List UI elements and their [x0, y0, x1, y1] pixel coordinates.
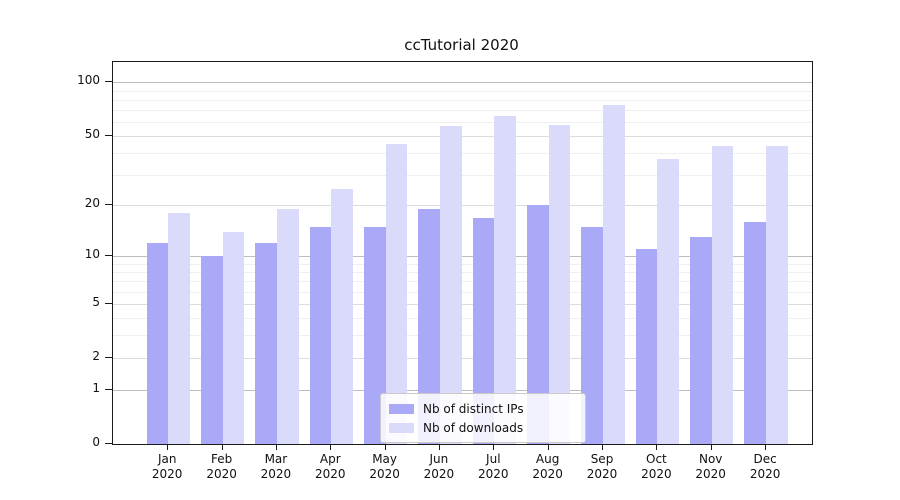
y-tick-label-2: 2 — [92, 348, 100, 363]
x-tick-label-may: May 2020 — [369, 452, 400, 481]
x-tick-label-jun: Jun 2020 — [423, 452, 455, 481]
x-tick-label-mar: Mar 2020 — [260, 452, 292, 481]
x-tick-apr — [330, 444, 332, 450]
chart-title: ccTutorial 2020 — [404, 36, 519, 54]
gridline-1 — [113, 389, 812, 391]
gridline-5 — [113, 303, 812, 305]
gridline-50 — [113, 135, 812, 137]
bar-nov-distinct-ips — [690, 237, 712, 444]
legend-label: Nb of distinct IPs — [423, 401, 524, 416]
bar-mar-distinct-ips — [255, 243, 277, 444]
y-tick-10 — [105, 255, 112, 257]
y-tick-50 — [105, 134, 112, 136]
bar-mar-downloads — [276, 209, 299, 444]
y-tick-0 — [105, 443, 112, 444]
y-tick-label-5: 5 — [92, 294, 100, 309]
plot-area: Nb of distinct IPs Nb of downloads — [112, 61, 813, 445]
gridline-minor-8 — [113, 271, 812, 273]
bar-nov-downloads — [711, 145, 734, 444]
bar-aug-distinct-ips — [526, 205, 549, 444]
y-tick-100 — [105, 81, 112, 83]
y-tick-label-10: 10 — [84, 247, 100, 262]
gridline-minor-30 — [113, 174, 812, 176]
y-tick-1 — [105, 388, 112, 390]
gridline-minor-6 — [113, 291, 812, 293]
x-tick-label-dec: Dec 2020 — [749, 452, 781, 481]
bar-jan-downloads — [168, 213, 190, 444]
legend-swatch-distinct-ips — [389, 403, 414, 414]
bar-aug-downloads — [548, 124, 571, 444]
x-tick-label-aug: Aug 2020 — [532, 452, 563, 481]
y-tick-label-50: 50 — [84, 126, 100, 141]
gridline-minor-3 — [113, 335, 812, 337]
y-tick-label-20: 20 — [84, 196, 100, 211]
x-tick-label-jul: Jul 2020 — [478, 452, 509, 481]
x-tick-label-nov: Nov 2020 — [695, 452, 726, 481]
x-tick-label-apr: Apr 2020 — [315, 452, 346, 481]
x-tick-label-feb: Feb 2020 — [206, 452, 237, 481]
gridline-minor-7 — [113, 281, 812, 283]
bar-jun-distinct-ips — [418, 209, 440, 444]
bar-dec-downloads — [766, 145, 788, 444]
bar-feb-downloads — [222, 231, 245, 444]
x-tick-aug — [547, 444, 549, 450]
gridline-10 — [113, 256, 812, 258]
x-tick-nov — [710, 444, 712, 450]
gridline-minor-80 — [113, 99, 812, 101]
x-tick-dec — [765, 444, 767, 450]
gridline-minor-9 — [113, 263, 812, 265]
bar-jun-downloads — [439, 125, 462, 444]
gridline-100 — [113, 82, 812, 84]
y-tick-label-100: 100 — [77, 73, 100, 88]
gridline-minor-70 — [113, 110, 812, 111]
y-tick-label-0: 0 — [92, 435, 100, 449]
bar-dec-distinct-ips — [744, 222, 767, 444]
x-tick-mar — [275, 444, 277, 450]
x-tick-label-oct: Oct 2020 — [641, 452, 672, 481]
x-tick-jun — [438, 444, 440, 450]
gridline-minor-60 — [113, 121, 812, 123]
gridline-minor-40 — [113, 153, 812, 154]
bar-sep-downloads — [603, 104, 625, 444]
y-tick-label-1: 1 — [92, 380, 100, 395]
y-tick-2 — [105, 356, 112, 358]
x-tick-sep — [602, 444, 603, 450]
gridline-minor-90 — [113, 90, 812, 92]
bar-apr-downloads — [331, 188, 353, 444]
bar-feb-distinct-ips — [200, 256, 223, 444]
gridline-2 — [113, 357, 812, 359]
gridline-minor-4 — [113, 317, 812, 319]
y-tick-20 — [105, 204, 112, 206]
x-tick-label-jan: Jan 2020 — [151, 452, 183, 481]
x-tick-label-sep: Sep 2020 — [586, 452, 618, 481]
x-tick-oct — [656, 444, 658, 450]
bar-sep-distinct-ips — [581, 226, 603, 444]
legend-item-distinct-ips: Nb of distinct IPs — [389, 399, 577, 418]
bar-oct-distinct-ips — [635, 249, 658, 444]
x-tick-feb — [221, 444, 223, 450]
legend-label: Nb of downloads — [423, 420, 524, 435]
bar-jan-distinct-ips — [146, 243, 169, 444]
bar-may-distinct-ips — [363, 226, 386, 444]
legend-item-downloads: Nb of downloads — [389, 418, 577, 437]
bar-jul-distinct-ips — [472, 217, 495, 444]
x-tick-jan — [167, 444, 169, 450]
legend-swatch-downloads — [389, 422, 414, 433]
legend: Nb of distinct IPs Nb of downloads — [380, 393, 586, 443]
x-tick-jul — [493, 444, 495, 450]
bar-may-downloads — [385, 144, 408, 444]
gridline-20 — [113, 205, 812, 207]
bar-jul-downloads — [494, 115, 516, 444]
y-tick-5 — [105, 302, 112, 304]
x-tick-may — [384, 444, 386, 450]
bar-apr-distinct-ips — [309, 226, 332, 444]
bar-oct-downloads — [657, 159, 680, 444]
